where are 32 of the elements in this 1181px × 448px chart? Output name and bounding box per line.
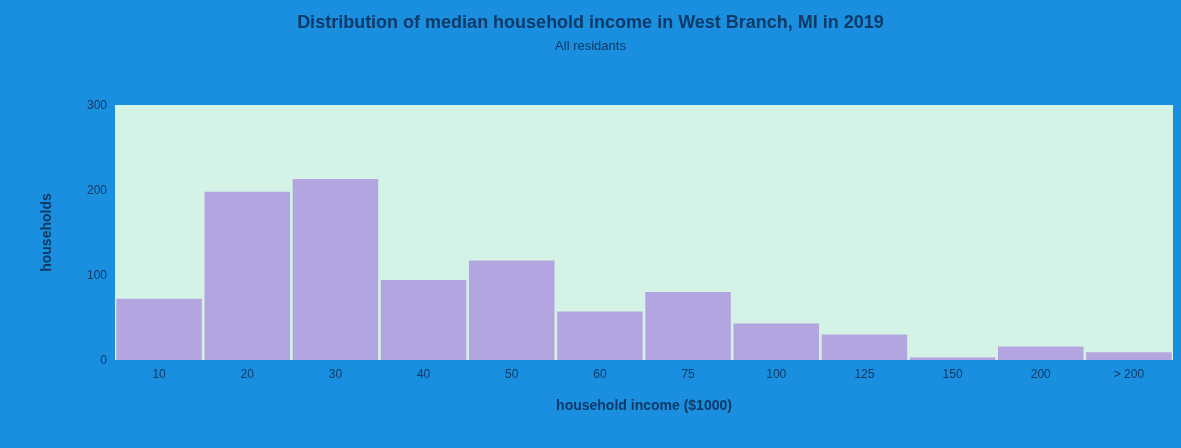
y-tick-label: 100 bbox=[86, 268, 108, 282]
bar bbox=[468, 260, 555, 360]
x-tick-label: 50 bbox=[505, 367, 519, 381]
bar bbox=[821, 334, 908, 360]
x-tick-label: 150 bbox=[942, 367, 963, 381]
x-tick-label: 100 bbox=[766, 367, 787, 381]
y-axis-title: households bbox=[38, 193, 54, 272]
y-tick-label: 300 bbox=[86, 98, 108, 112]
x-tick-label: 200 bbox=[1030, 367, 1052, 381]
bar bbox=[292, 178, 379, 360]
bar bbox=[557, 311, 643, 360]
y-tick-label: 200 bbox=[86, 183, 108, 197]
x-tick-label: 75 bbox=[681, 367, 696, 381]
bar bbox=[204, 191, 291, 360]
x-tick-label: > 200 bbox=[1113, 367, 1145, 381]
bar bbox=[645, 292, 731, 360]
x-tick-label: 30 bbox=[328, 367, 343, 381]
x-tick-label: 10 bbox=[152, 367, 167, 381]
x-axis-title: household income ($1000) bbox=[556, 397, 732, 413]
y-tick-label: 0 bbox=[100, 353, 108, 367]
bar bbox=[733, 323, 820, 360]
chart-subtitle: All residants bbox=[555, 38, 627, 53]
bar bbox=[1086, 352, 1172, 360]
chart-title: Distribution of median household income in West Branch, MI in 2019 bbox=[297, 12, 884, 32]
bar bbox=[380, 280, 467, 360]
x-tick-label: 125 bbox=[854, 367, 875, 381]
x-tick-label: 60 bbox=[593, 367, 607, 381]
bar bbox=[997, 346, 1084, 360]
bar bbox=[909, 357, 996, 360]
x-tick-label: 40 bbox=[416, 367, 431, 381]
x-tick-label: 20 bbox=[240, 367, 255, 381]
bar bbox=[116, 298, 202, 360]
